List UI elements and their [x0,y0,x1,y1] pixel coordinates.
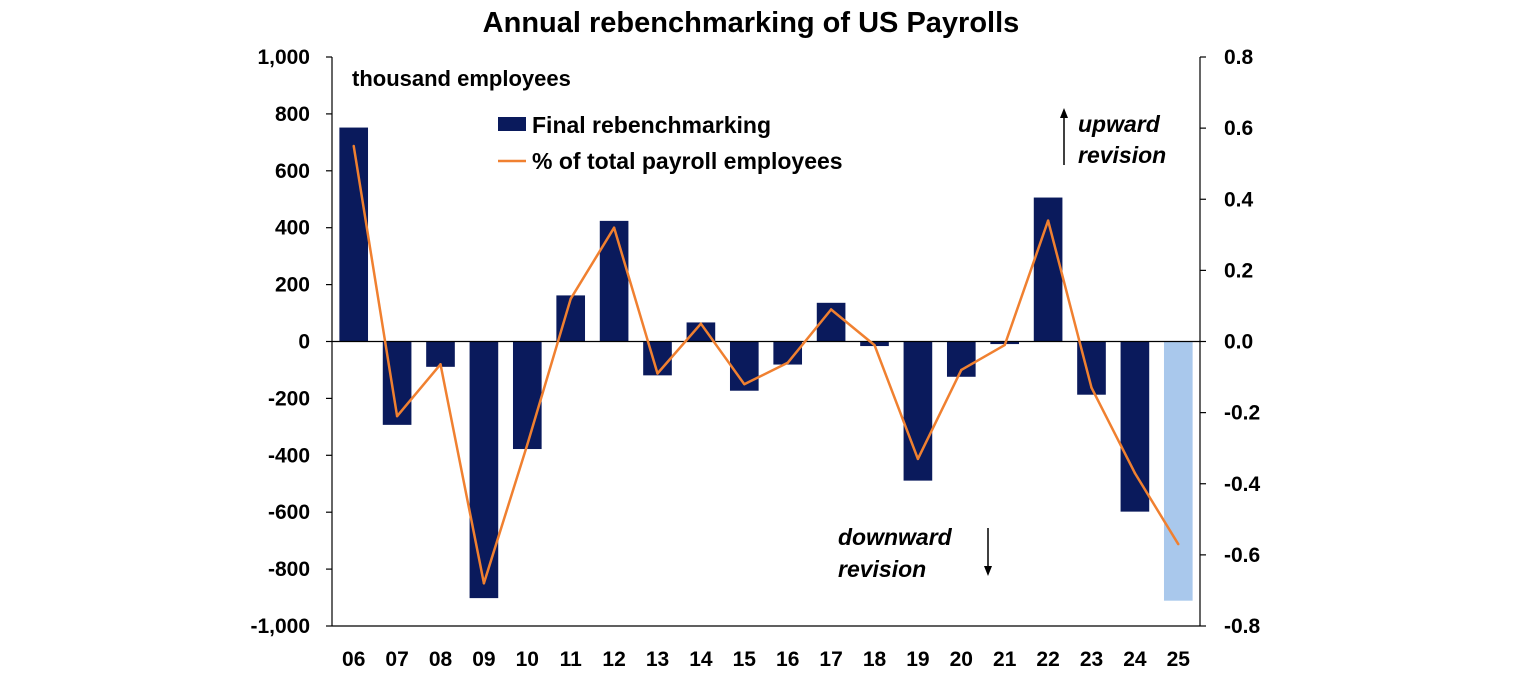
legend-swatch-bar [498,117,526,131]
downward-note-line1: downward [838,524,953,550]
left-tick-label: -400 [268,444,310,467]
line-point-11 [569,297,572,301]
line-point-21 [1003,343,1006,347]
x-tick-label: 14 [689,648,713,671]
right-tick-label: -0.8 [1224,615,1261,638]
left-tick-label: 800 [275,103,310,126]
left-tick-label: 0 [298,331,310,354]
downward-note-line2: revision [838,556,926,582]
line-point-15 [743,382,746,386]
x-tick-label: 19 [906,648,929,671]
bar-22 [1033,197,1063,342]
left-tick-label: 1,000 [257,46,310,69]
bar-14 [686,322,716,342]
x-tick-label: 06 [342,648,365,671]
bar-10 [512,341,542,450]
bar-25 [1163,341,1193,601]
line-point-16 [786,361,789,365]
upward-revision-note: upward revision [1060,108,1166,168]
x-tick-label: 07 [385,648,408,671]
bar-series [332,127,1200,601]
line-point-20 [960,368,963,372]
right-tick-label: -0.2 [1224,402,1260,425]
left-tick-label: 200 [275,274,310,297]
line-point-07 [395,414,399,418]
line-point-06 [352,144,355,148]
bar-24 [1120,341,1150,512]
right-tick-label: -0.6 [1224,544,1260,567]
up-arrowhead-icon [1060,108,1068,118]
line-point-09 [482,582,486,585]
x-tick-label: 24 [1123,648,1147,671]
line-point-23 [1090,386,1093,389]
line-point-18 [873,343,876,347]
upward-note-line1: upward [1078,111,1161,137]
unit-label: thousand employees [352,66,571,91]
x-tick-label: 12 [602,648,625,671]
x-tick-label: 08 [429,648,453,671]
line-series [352,144,1180,585]
left-tick-label: -1,000 [250,615,310,638]
right-tick-label: 0.2 [1224,259,1253,282]
x-axis: 06 07 08 09 10 11 12 13 14 15 16 17 18 19 20 21 22 23 24 25 [342,648,1190,671]
legend-label-bar: Final rebenchmarking [532,112,771,138]
line-point-13 [656,372,659,375]
right-axis: 0.8 0.6 0.4 0.2 0.0 -0.2 -0.4 -0.6 -0.8 [1200,46,1261,638]
x-tick-label: 20 [950,648,973,671]
line-point-19 [916,457,920,461]
bar-08 [426,341,455,367]
chart-title: Annual rebenchmarking of US Payrolls [483,7,1020,39]
down-arrowhead-icon [984,566,992,576]
line-point-25 [1177,543,1180,546]
left-tick-label: -600 [268,501,310,524]
x-tick-label: 23 [1080,648,1103,671]
left-tick-label: -200 [268,387,310,410]
right-tick-label: 0.4 [1224,188,1254,211]
x-tick-label: 25 [1167,648,1191,671]
left-tick-label: 400 [275,217,310,240]
line-point-17 [829,308,833,311]
legend: Final rebenchmarking % of total payroll … [498,112,843,174]
line-point-12 [612,226,616,229]
x-tick-label: 21 [993,648,1017,671]
line-point-24 [1133,471,1137,475]
x-tick-label: 09 [472,648,495,671]
bar-09 [469,341,499,599]
pct-line [352,145,1180,585]
bar-12 [599,220,629,342]
right-tick-label: -0.4 [1224,473,1261,496]
x-tick-label: 22 [1036,648,1059,671]
x-tick-label: 13 [646,648,669,671]
downward-revision-note: downward revision [838,524,992,582]
left-tick-label: 600 [275,160,310,183]
upward-note-line2: revision [1078,142,1166,168]
legend-label-line: % of total payroll employees [532,148,843,174]
x-tick-label: 17 [819,648,842,671]
bar-06 [339,127,369,342]
x-tick-label: 18 [863,648,887,671]
bar-16 [773,341,803,365]
line-point-22 [1046,219,1050,222]
x-tick-label: 11 [560,648,583,671]
left-axis: 1,000 800 600 400 200 0 -200 -400 -600 -800 -1,000 [250,46,332,638]
line-point-08 [439,363,442,366]
line-point-14 [699,322,703,325]
right-tick-label: 0.6 [1224,117,1253,140]
right-tick-label: 0.0 [1224,331,1253,354]
x-tick-label: 15 [733,648,757,671]
line-point-10 [526,443,529,446]
left-tick-label: -800 [268,558,310,581]
right-tick-label: 0.8 [1224,46,1254,69]
x-tick-label: 16 [776,648,799,671]
x-tick-label: 10 [516,648,539,671]
